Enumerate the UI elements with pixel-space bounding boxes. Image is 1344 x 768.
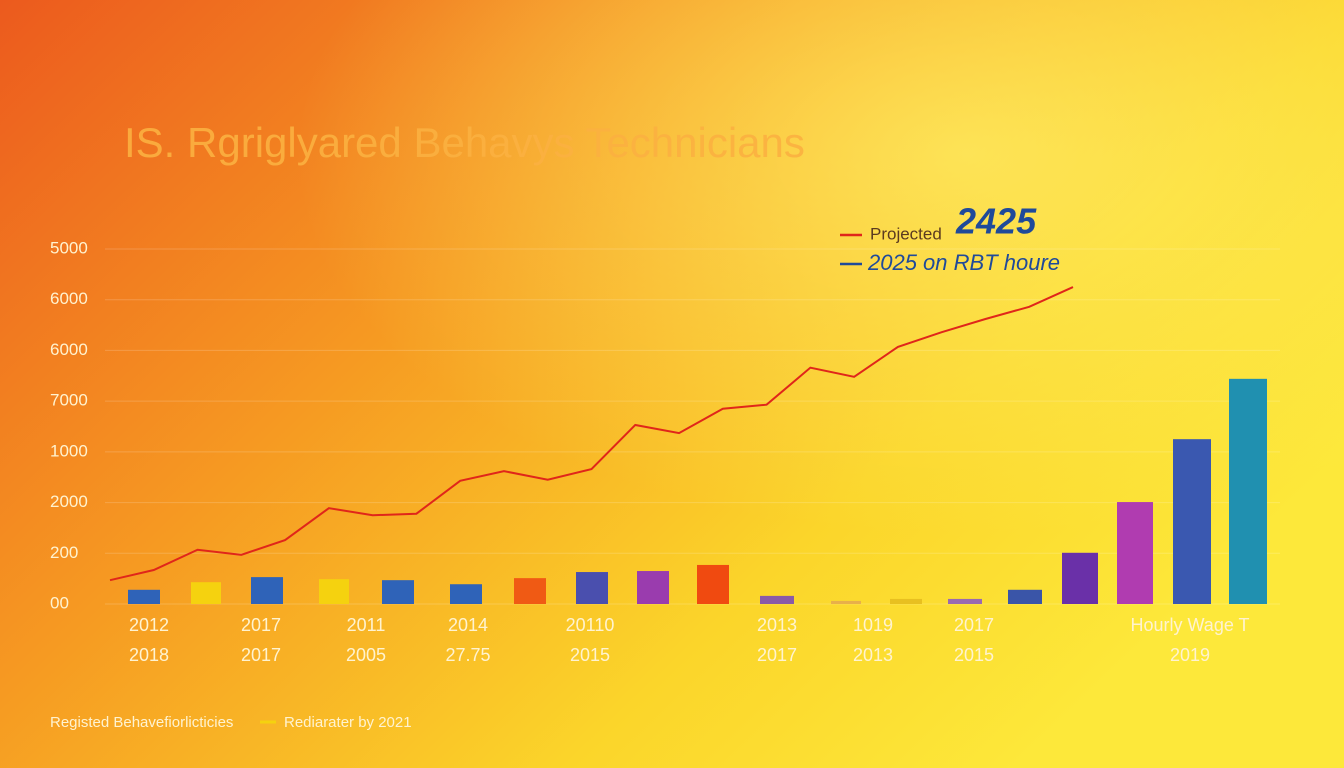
x-tick-label: 2015 (954, 645, 994, 665)
x-tick-label: 2015 (570, 645, 610, 665)
x-tick-label: 2013 (853, 645, 893, 665)
x-tick-label: 2014 (448, 615, 488, 635)
bar (251, 577, 283, 604)
x-tick-label: 2005 (346, 645, 386, 665)
bar (576, 572, 608, 604)
bar (128, 589, 160, 604)
bar (637, 571, 669, 604)
bar (1062, 552, 1098, 604)
x-tick-label: 2013 (757, 615, 797, 635)
bar (948, 598, 982, 604)
y-tick-label: 7000 (50, 391, 88, 410)
bar (1008, 589, 1042, 604)
bar (697, 564, 729, 604)
legend-label: Registed Behavefiorlicticies (50, 714, 233, 731)
chart-title: IS. Rgriglyared Behavys Technicians (124, 119, 805, 166)
legend-highlight: 2425 (955, 201, 1037, 242)
y-tick-label: 5000 (50, 238, 88, 257)
bar (890, 598, 922, 604)
y-tick-label: 00 (50, 593, 69, 612)
x-tick-label: 20110 (566, 615, 615, 635)
bar (191, 582, 221, 604)
legend-label: Rediarater by 2021 (284, 714, 412, 731)
legend-label: 2025 on RBT houre (867, 250, 1060, 275)
x-tick-label: 27.75 (445, 645, 490, 665)
x-tick-label: 2018 (129, 645, 169, 665)
line (109, 286, 1074, 582)
legend-label: Projected (870, 224, 942, 243)
bar (1117, 502, 1153, 604)
bar (831, 600, 861, 604)
x-tick-label: 2017 (757, 645, 797, 665)
bar (1173, 439, 1211, 604)
bar (760, 595, 794, 604)
x-tick-label: 2017 (241, 645, 281, 665)
y-tick-label: 6000 (50, 289, 88, 308)
bar (319, 579, 349, 604)
bar (1229, 378, 1267, 604)
y-tick-label: 6000 (50, 340, 88, 359)
y-tick-label: 2000 (50, 492, 88, 511)
x-tick-label: Hourly Wage T (1130, 615, 1249, 635)
x-tick-label: 1019 (853, 615, 893, 635)
x-tick-label: 2019 (1170, 645, 1210, 665)
bar (514, 578, 546, 604)
bar (382, 580, 414, 604)
x-tick-label: 2011 (347, 615, 386, 635)
x-tick-label: 2012 (129, 615, 169, 635)
bar (450, 584, 482, 604)
x-tick-label: 2017 (241, 615, 281, 635)
x-tick-label: 2017 (954, 615, 994, 635)
y-tick-label: 200 (50, 543, 78, 562)
y-tick-label: 1000 (50, 441, 88, 460)
